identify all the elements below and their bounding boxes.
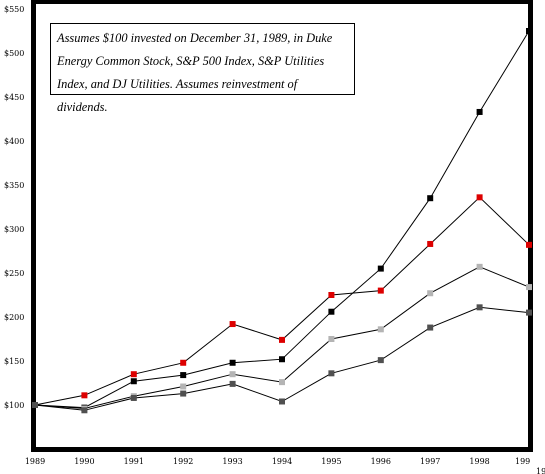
series-4 — [32, 304, 532, 414]
data-point — [229, 321, 236, 328]
data-point — [229, 380, 236, 387]
y-tick-label: $100 — [4, 401, 24, 410]
data-point — [279, 379, 285, 386]
y-tick-label: $200 — [4, 313, 24, 322]
data-point — [130, 378, 137, 385]
data-point — [476, 304, 483, 311]
data-point — [427, 290, 434, 297]
x-tick-label: 1989 — [25, 457, 45, 466]
data-point — [328, 292, 335, 298]
data-point — [476, 194, 483, 201]
y-tick-label: $450 — [4, 93, 24, 102]
x-tick-label: 1997 — [420, 457, 440, 466]
y-tick-label: $400 — [4, 137, 24, 146]
x-tick-label: 199 — [515, 457, 530, 466]
data-point — [328, 336, 335, 342]
data-point — [279, 398, 285, 405]
data-point — [81, 407, 88, 414]
y-tick-label: $150 — [4, 357, 24, 366]
y-tick-label: $250 — [4, 269, 24, 278]
y-tick-label: $300 — [4, 225, 24, 234]
data-point — [526, 284, 532, 291]
data-point — [427, 195, 434, 202]
chart-annotation: Assumes $100 invested on December 31, 19… — [50, 23, 355, 114]
data-point — [427, 324, 434, 331]
x-tick-label-overflow: 19 — [536, 467, 545, 474]
x-tick-label: 1991 — [124, 457, 144, 466]
data-point — [279, 336, 285, 343]
data-point — [130, 394, 137, 401]
data-point — [32, 402, 38, 408]
data-point — [377, 287, 384, 294]
data-point — [377, 326, 384, 333]
x-tick-label: 1993 — [222, 457, 242, 466]
data-point — [229, 359, 236, 366]
plot-frame — [31, 0, 533, 452]
y-axis-ticks: $100 $150 $200 $250 $300 $350 $400 $450 $500 $550 — [4, 5, 24, 410]
data-point — [81, 392, 88, 399]
y-tick-label: $550 — [4, 5, 24, 14]
x-tick-label: 1994 — [272, 457, 292, 466]
data-point — [427, 240, 434, 247]
series-line — [34, 196, 530, 406]
data-point — [476, 263, 483, 270]
x-tick-label: 1992 — [173, 457, 193, 466]
data-point — [279, 356, 285, 363]
data-point — [526, 241, 532, 248]
data-point — [180, 372, 187, 379]
x-tick-label: 1998 — [469, 457, 489, 466]
data-point — [377, 357, 384, 364]
data-point — [526, 309, 532, 316]
data-point — [180, 359, 187, 366]
x-axis-ticks: 1989 1990 1991 1992 1993 1994 1995 1996 1997 1998… — [25, 457, 545, 474]
data-point — [526, 28, 532, 34]
data-point — [130, 371, 137, 378]
y-tick-label: $500 — [4, 49, 24, 58]
series-2 — [32, 194, 532, 408]
series-lines — [32, 28, 532, 414]
data-point — [229, 371, 236, 378]
x-tick-label: 1995 — [321, 457, 341, 466]
x-tick-label: 1996 — [371, 457, 391, 466]
data-point — [328, 308, 335, 315]
data-point — [180, 383, 187, 390]
x-tick-label: 1990 — [74, 457, 94, 466]
data-point — [377, 265, 384, 272]
y-tick-label: $350 — [4, 181, 24, 190]
data-point — [328, 370, 335, 377]
data-point — [180, 390, 187, 397]
data-point — [476, 108, 483, 115]
